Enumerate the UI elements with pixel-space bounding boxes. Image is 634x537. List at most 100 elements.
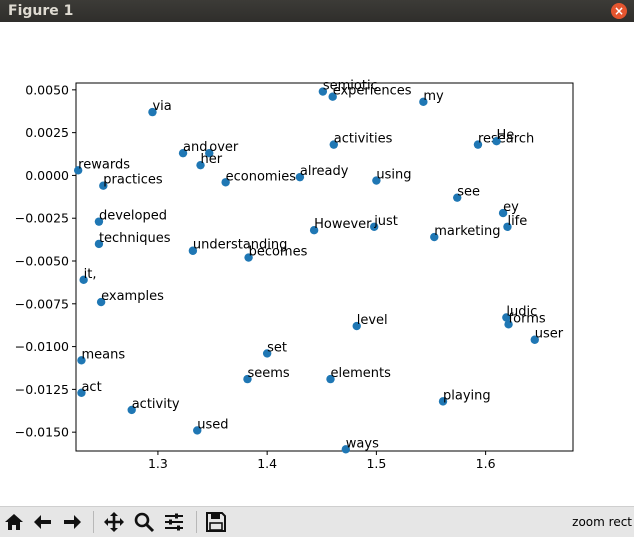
x-tick-label: 1.5: [366, 456, 386, 471]
x-tick-label: 1.3: [148, 456, 168, 471]
point-label: see: [457, 185, 480, 200]
point-label: life: [507, 214, 527, 229]
data-point: [243, 374, 252, 384]
data-point: [193, 426, 202, 435]
data-point: [77, 388, 86, 398]
data-point: [341, 445, 350, 454]
data-point: [178, 148, 188, 158]
move-icon: [104, 512, 124, 532]
forward-button[interactable]: [60, 510, 84, 534]
point-label: rewards: [78, 157, 130, 172]
scatter-chart: 1.3 1.4 1.5 1.6 0.0050 0.0025 0.0000 −0.0025 −0.…: [15, 79, 574, 471]
point-label: means: [81, 347, 125, 362]
toolbar-status: zoom rect: [572, 515, 632, 529]
data-point: [498, 208, 508, 218]
x-tick-label: 1.4: [257, 456, 277, 471]
point-label: ey: [503, 200, 519, 215]
point-label: and: [183, 140, 207, 155]
figure-canvas: 1.3 1.4 1.5 1.6 0.0050 0.0025 0.0000 −0.0025 −0.…: [0, 22, 634, 506]
sliders-icon: [165, 513, 183, 531]
data-point: [244, 253, 253, 262]
zoom-button[interactable]: [132, 510, 156, 534]
point-label: already: [300, 164, 349, 179]
point-label: just: [373, 214, 398, 229]
data-point: [94, 239, 104, 249]
data-point: [318, 87, 328, 96]
back-button[interactable]: [31, 510, 55, 534]
arrow-left-icon: [34, 515, 51, 529]
subplots-button[interactable]: [162, 510, 186, 534]
window-title: Figure 1: [8, 3, 74, 19]
data-point: [492, 136, 501, 146]
save-icon: [206, 512, 226, 532]
data-point: [73, 166, 83, 175]
home-icon: [5, 514, 23, 530]
navigation-toolbar: zoom rect: [0, 506, 634, 537]
y-tick-label: 0.0025: [25, 125, 69, 140]
data-point: [419, 97, 428, 107]
point-label: using: [376, 168, 411, 183]
data-point: [502, 313, 511, 322]
home-button[interactable]: [2, 510, 26, 534]
data-point: [309, 226, 319, 235]
point-label: research: [478, 132, 534, 147]
data-point: [453, 193, 462, 202]
point-label: seems: [247, 366, 289, 381]
plot-frame: [75, 82, 574, 452]
data-point: [99, 181, 108, 190]
data-point: [94, 217, 104, 226]
data-point: [503, 222, 512, 231]
point-label: experiences: [333, 84, 412, 99]
point-label: via: [152, 99, 171, 114]
data-point: [96, 297, 106, 307]
point-label: developed: [99, 209, 167, 224]
zoom-icon: [134, 512, 155, 533]
point-label: it,: [84, 267, 97, 282]
point-label: elements: [331, 366, 392, 381]
data-point: [127, 405, 136, 415]
point-label: examples: [101, 289, 164, 304]
point-label: level: [357, 313, 388, 328]
point-label: forms: [509, 311, 546, 326]
point-label: set: [267, 340, 287, 355]
point-label: over: [209, 140, 239, 155]
y-tick-label: −0.0100: [15, 339, 69, 354]
point-label: activity: [132, 397, 180, 412]
arrow-right-icon: [64, 515, 81, 529]
y-tick-label: 0.0050: [25, 82, 69, 97]
data-point: [188, 246, 198, 255]
point-label: activities: [334, 132, 393, 147]
pan-button[interactable]: [102, 510, 126, 534]
data-point: [221, 178, 230, 187]
data-point: [205, 148, 214, 158]
data-point: [473, 140, 483, 149]
point-label: used: [197, 417, 228, 432]
save-button[interactable]: [204, 510, 228, 534]
y-tick-label: −0.0025: [15, 211, 69, 226]
point-label: semiotic: [323, 79, 378, 94]
point-label: understanding: [193, 238, 288, 253]
y-tick-label: −0.0150: [15, 425, 69, 440]
point-label: economies: [226, 169, 297, 184]
data-point: [372, 176, 381, 185]
point-label: becomes: [249, 245, 308, 260]
data-point: [438, 397, 448, 406]
data-point: [77, 356, 86, 365]
close-icon[interactable]: ×: [611, 3, 627, 19]
data-point: [329, 140, 338, 149]
data-point: [262, 349, 272, 358]
toolbar-separator: [93, 511, 94, 533]
y-tick-label: −0.0125: [15, 382, 69, 397]
y-tick-label: −0.0075: [15, 296, 69, 311]
toolbar-separator: [196, 511, 197, 533]
data-point: [352, 321, 361, 331]
data-point: [328, 92, 337, 101]
y-tick-label: −0.0050: [15, 254, 69, 269]
x-tick-label: 1.6: [476, 456, 496, 471]
point-label: my: [423, 89, 444, 104]
point-label: He: [497, 128, 515, 143]
data-point: [504, 320, 513, 329]
data-point: [326, 374, 335, 384]
point-label: act: [81, 380, 101, 395]
point-label: However: [314, 217, 372, 232]
